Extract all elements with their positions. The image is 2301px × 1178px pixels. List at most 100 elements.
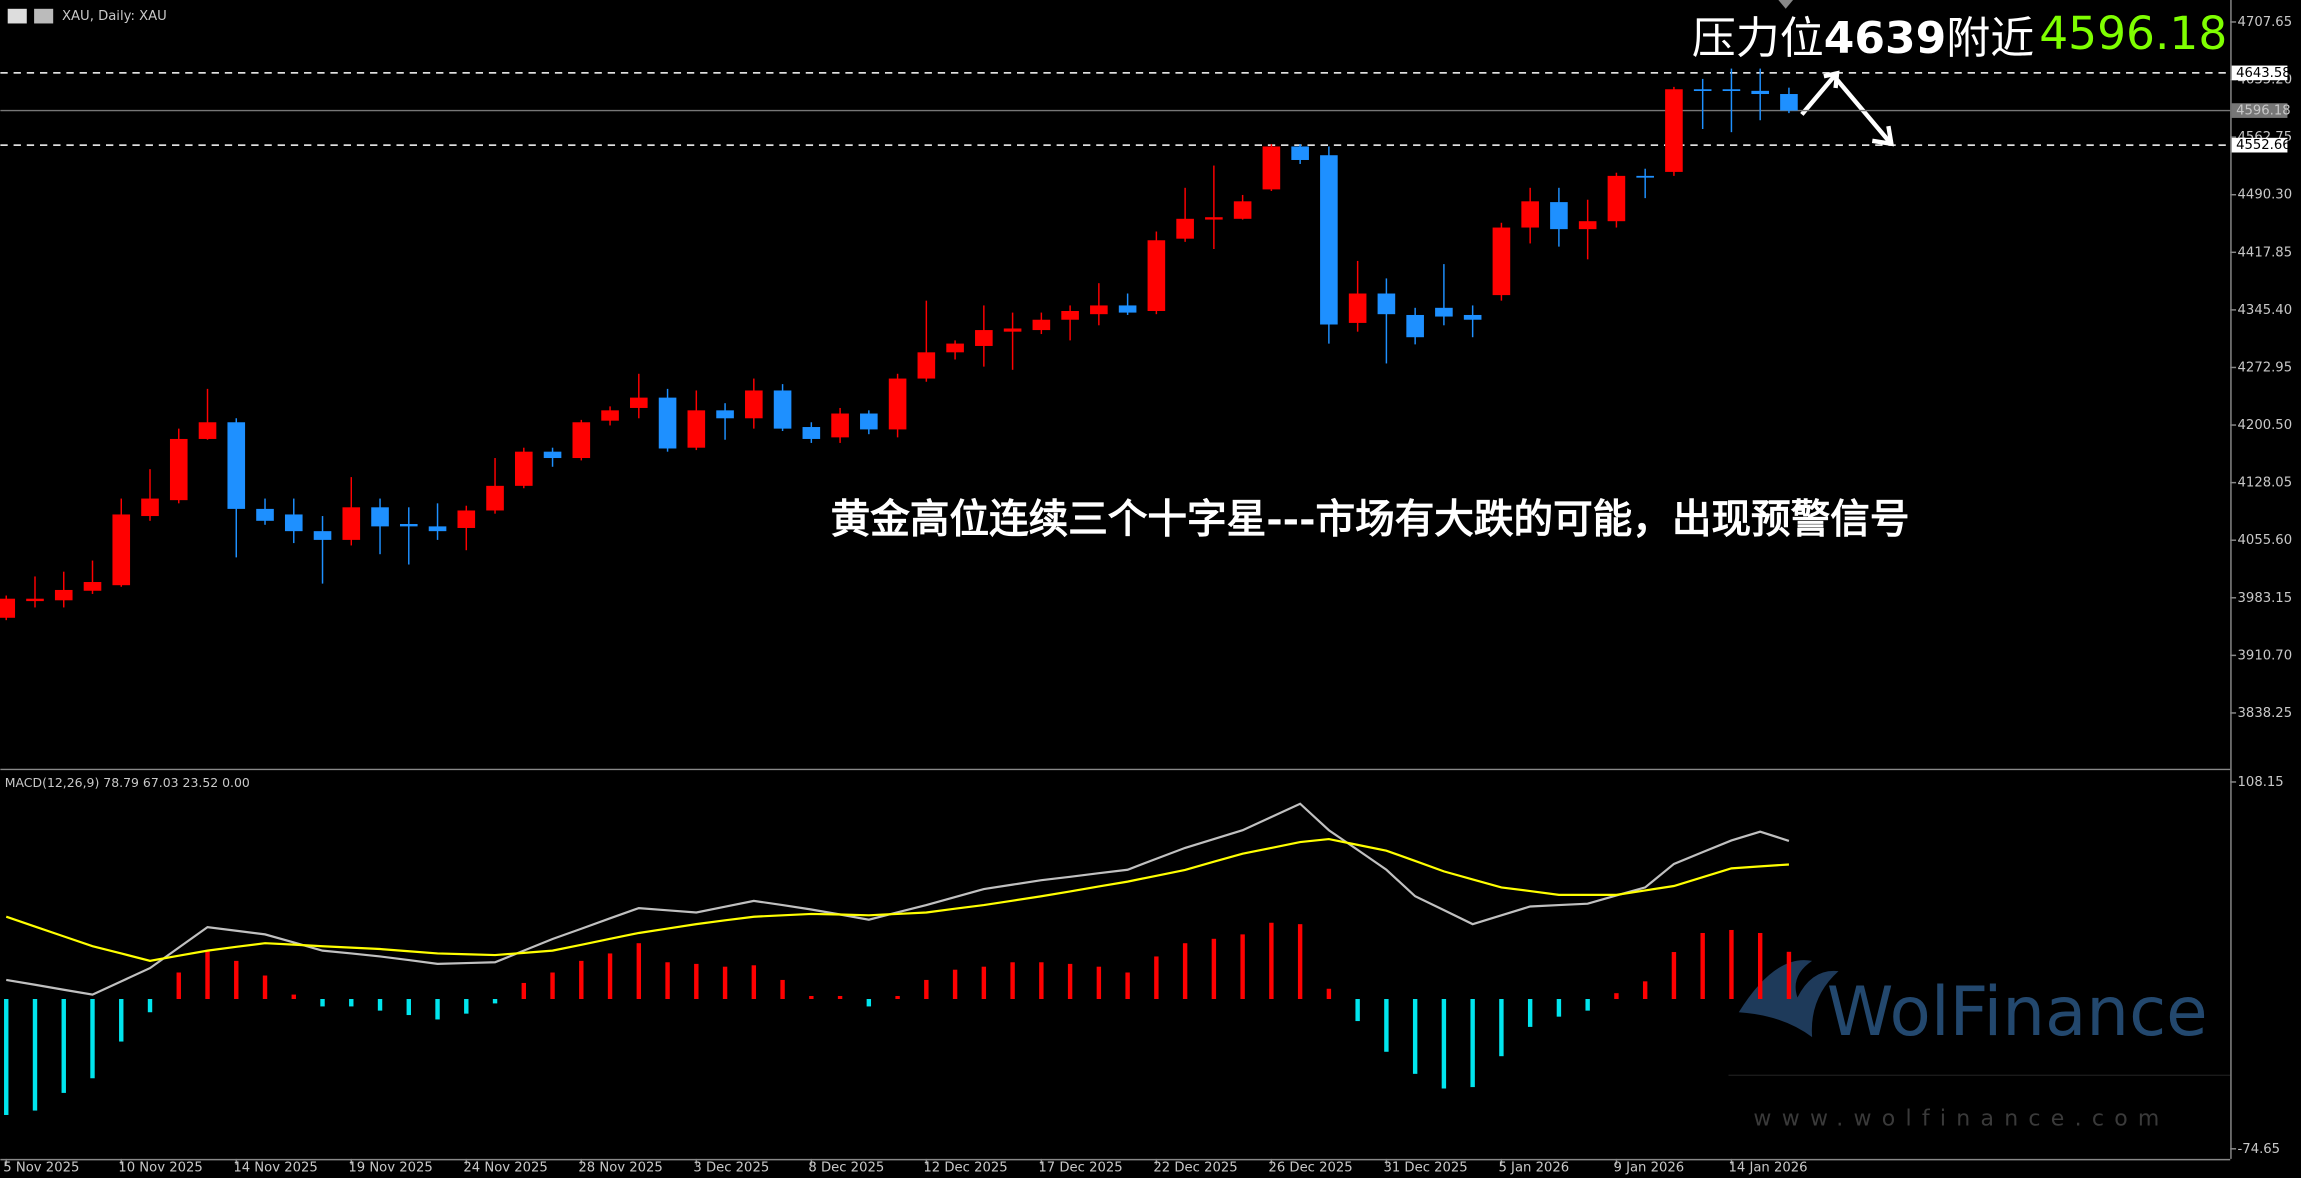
histogram-bar	[1412, 998, 1418, 1074]
histogram-bar	[895, 995, 900, 999]
histogram-bar	[349, 998, 354, 1007]
candle-body	[1751, 90, 1769, 95]
histogram-bar	[1182, 943, 1188, 999]
y-tick-label: 3983.15	[2238, 591, 2293, 606]
annotation: 黄金高位连续三个十字星---市场有大跌的可能，出现预警信号	[831, 496, 1910, 542]
candle-body	[1090, 305, 1108, 315]
y-tick-label: 108.15	[2238, 775, 2284, 790]
histogram-bar	[291, 994, 296, 999]
histogram-bar	[1527, 998, 1533, 1027]
x-tick-label: 10 Nov 2025	[118, 1161, 202, 1176]
candle-body	[860, 413, 878, 430]
candle-body	[514, 451, 533, 486]
histogram-bar	[1470, 998, 1475, 1088]
histogram-bar	[1729, 929, 1734, 999]
candle-body	[284, 514, 303, 532]
x-tick-label: 24 Nov 2025	[463, 1161, 547, 1176]
histogram-bar	[809, 995, 814, 999]
y-tick-label: 4200.50	[2238, 418, 2293, 433]
histogram-bar	[435, 998, 440, 1020]
candle-body	[371, 507, 389, 527]
histogram-bar	[607, 953, 613, 999]
candle-body	[112, 514, 131, 586]
candle-body	[687, 410, 706, 448]
histogram-bar	[1355, 998, 1360, 1022]
x-tick-label: 14 Nov 2025	[233, 1161, 317, 1176]
y-tick-label: 4417.85	[2238, 245, 2293, 260]
candle-body	[1463, 314, 1482, 320]
candle-body	[1521, 201, 1539, 228]
candle-body	[83, 582, 102, 591]
current-price-tag	[2231, 103, 2288, 118]
histogram-bar	[1614, 993, 1619, 999]
candle-body	[1032, 319, 1051, 331]
candle-body	[1205, 217, 1223, 220]
histogram-bar	[1067, 963, 1073, 999]
price-level-label: 4643.58	[2236, 66, 2291, 81]
histogram-bar	[636, 943, 642, 999]
histogram-bar	[464, 998, 469, 1014]
histogram-bar	[1297, 924, 1303, 999]
histogram-bar	[1671, 952, 1677, 999]
macd-label: MACD(12,26,9) 78.79 67.03 23.52 0.00	[5, 775, 250, 790]
candle-body	[486, 485, 504, 511]
histogram-bar	[320, 998, 325, 1007]
y-tick-label: -74.65	[2238, 1142, 2281, 1157]
histogram-bar	[1384, 998, 1389, 1052]
histogram-bar	[1211, 938, 1217, 999]
candle-body	[313, 531, 332, 540]
histogram-bar	[32, 998, 38, 1111]
candle-body	[1348, 293, 1367, 323]
histogram-bar	[234, 960, 239, 999]
candle-body	[1147, 240, 1166, 311]
histogram-bar	[1700, 932, 1705, 999]
symbol-icon	[34, 8, 54, 24]
symbol-icon	[7, 8, 27, 24]
histogram-bar	[780, 979, 785, 999]
histogram-bar	[1154, 956, 1159, 999]
candle-body	[54, 589, 73, 601]
price-level-label: 4552.66	[2236, 138, 2291, 153]
signal-line	[5, 837, 1790, 962]
histogram-bar	[492, 998, 498, 1004]
histogram-bar	[550, 972, 555, 999]
candle-body	[1377, 293, 1396, 315]
candle-body	[1550, 202, 1568, 230]
candle-body	[888, 378, 907, 430]
x-tick-label: 19 Nov 2025	[348, 1161, 432, 1176]
candle-body	[1176, 218, 1194, 239]
histogram-bar	[1125, 972, 1130, 999]
y-tick-label: 4345.40	[2238, 303, 2293, 318]
candle-body	[141, 498, 159, 517]
candle-body	[227, 422, 246, 509]
resistance-suffix: 附近	[1946, 13, 2034, 64]
y-tick-label: 4490.30	[2238, 188, 2293, 203]
chart-header: XAU, Daily: XAU	[62, 9, 167, 24]
x-tick-label: 28 Nov 2025	[578, 1161, 662, 1176]
histogram-bar	[866, 998, 872, 1007]
x-tick-label: 9 Jan 2026	[1613, 1161, 1684, 1176]
histogram-bar	[176, 972, 181, 999]
candle-body	[1435, 307, 1453, 317]
histogram-bar	[952, 969, 958, 999]
histogram-bar	[1642, 981, 1648, 999]
histogram-bar	[579, 960, 584, 999]
candle-body	[543, 451, 562, 459]
candle-body	[1665, 89, 1683, 172]
histogram-bar	[119, 998, 124, 1042]
x-tick-label: 31 Dec 2025	[1383, 1161, 1467, 1176]
candle-body	[1406, 314, 1424, 338]
candle-body	[716, 410, 734, 419]
candle-body	[428, 526, 447, 532]
histogram-bar	[1326, 988, 1332, 999]
candle-body	[1003, 328, 1022, 332]
candle-body	[773, 390, 792, 429]
histogram-bar	[262, 975, 268, 999]
candle-body	[802, 427, 821, 439]
x-tick-label: 3 Dec 2025	[693, 1161, 769, 1176]
histogram-bar	[1786, 951, 1792, 999]
candle-body	[1578, 221, 1597, 230]
candle-body	[917, 352, 936, 379]
